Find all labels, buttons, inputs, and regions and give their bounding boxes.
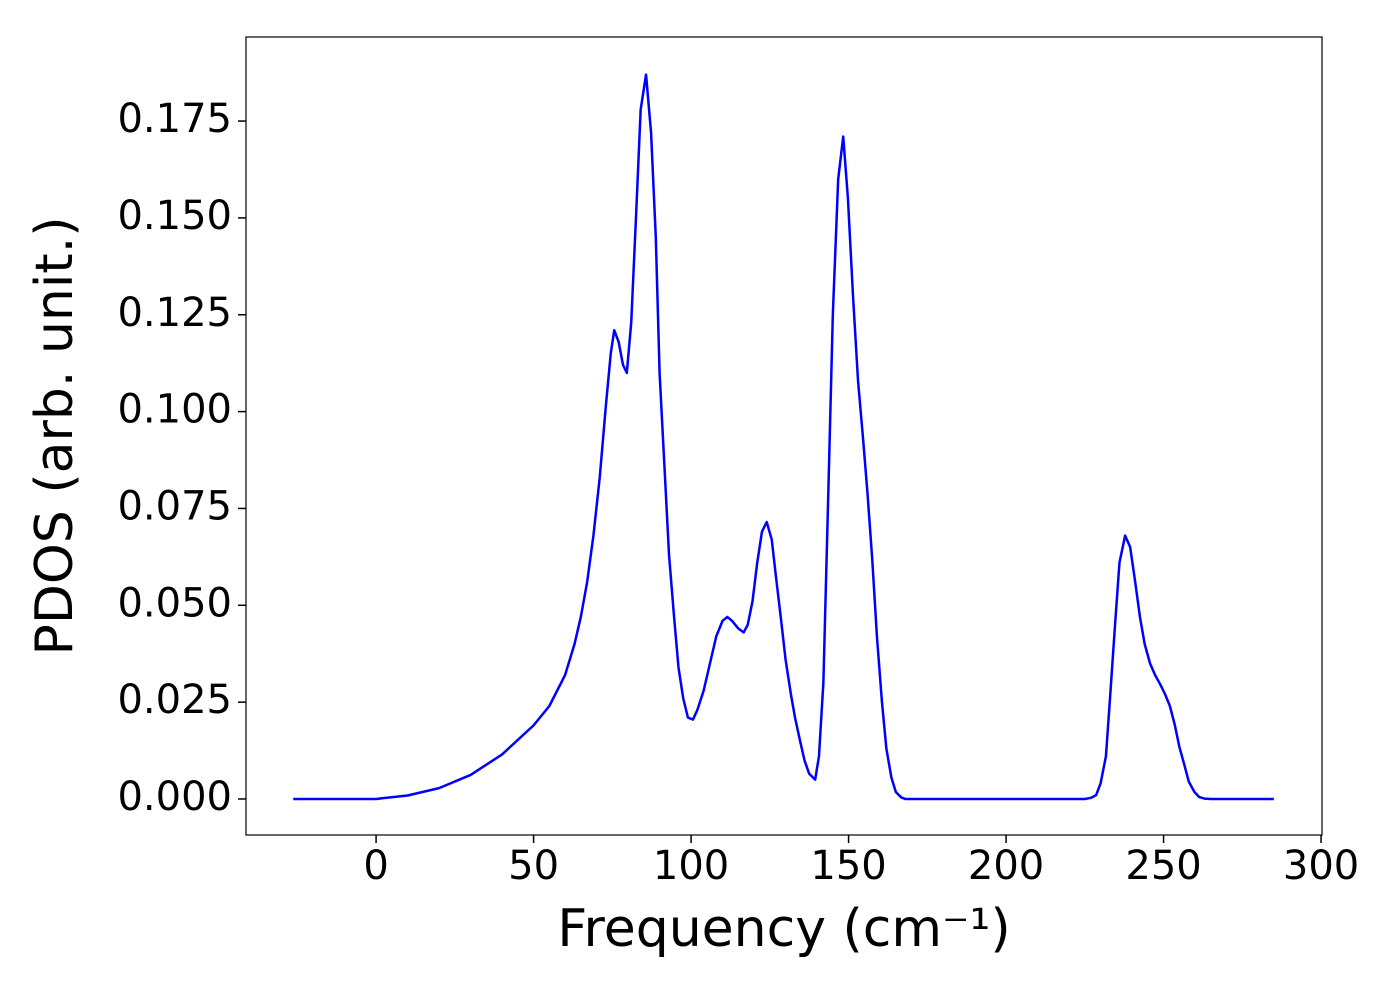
y-tick-label: 0.025 <box>117 677 232 723</box>
x-tick-label: 50 <box>508 843 559 889</box>
y-tick-label: 0.100 <box>117 387 232 433</box>
x-tick-label: 300 <box>1283 843 1359 889</box>
x-tick-label: 0 <box>363 843 388 889</box>
x-tick-label: 100 <box>653 843 729 889</box>
y-tick-label: 0.150 <box>117 193 232 239</box>
y-tick-label: 0.050 <box>117 580 232 626</box>
y-tick-label: 0.075 <box>117 483 232 529</box>
y-axis-label: PDOS (arb. unit.) <box>25 216 85 655</box>
y-tick-label: 0.000 <box>117 774 232 820</box>
x-tick-label: 150 <box>810 843 886 889</box>
y-tick-label: 0.175 <box>117 96 232 142</box>
x-axis-label: Frequency (cm⁻¹) <box>557 899 1010 959</box>
data-line <box>293 73 1274 801</box>
x-tick-label: 200 <box>968 843 1044 889</box>
y-tick-label: 0.125 <box>117 290 232 336</box>
plot-frame <box>245 36 1323 836</box>
x-tick-label: 250 <box>1125 843 1201 889</box>
